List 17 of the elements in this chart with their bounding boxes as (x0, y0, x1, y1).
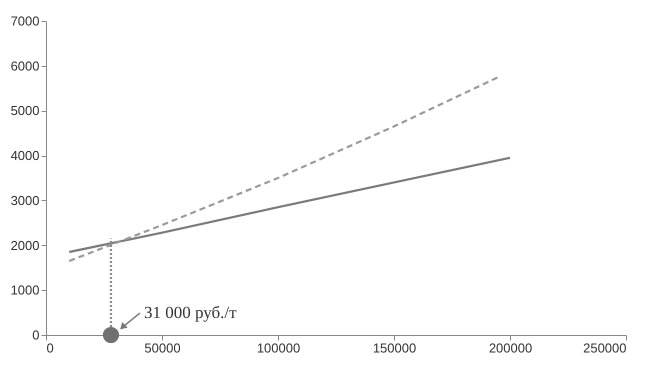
y-tick-label: 6000 (10, 58, 40, 74)
y-tick-label: 3000 (10, 192, 40, 208)
x-tick-label: 0 (46, 340, 54, 356)
x-tick-label: 250000 (583, 340, 626, 356)
y-tick-label: 1000 (10, 282, 40, 298)
x-tick-label: 150000 (372, 340, 416, 356)
y-tick-label: 0 (32, 328, 40, 342)
y-tick-label: 7000 (10, 14, 40, 28)
x-tick-label: 50000 (144, 340, 181, 356)
line-series (68, 156, 512, 254)
x-tick-label: 100000 (256, 340, 300, 356)
annotation: 31 000 руб./т (144, 303, 238, 322)
y-tick-label: 2000 (10, 238, 40, 253)
line-series (68, 76, 500, 262)
y-tick-label: 4000 (10, 148, 40, 164)
x-tick-label: 200000 (488, 340, 532, 356)
y-tick-label: 5000 (10, 103, 40, 118)
